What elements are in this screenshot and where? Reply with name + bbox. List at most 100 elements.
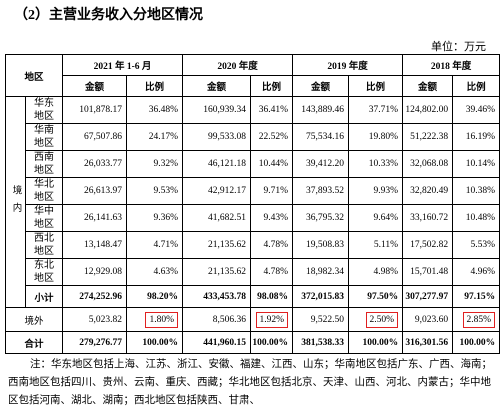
highlight-box: 1.80% [145,311,179,328]
table-row: 金额 比例 金额 比例 金额 比例 金额 比例 [6,75,500,97]
table-cell: 华南地区 [24,123,64,151]
table-cell: 10.33% [348,150,404,178]
table-cell: 21,135.62 [182,231,252,259]
table-cell: 4.63% [126,258,184,286]
table-cell: 10.44% [250,150,294,178]
table-cell: 16.19% [452,123,500,151]
table-cell: 36,795.32 [292,204,350,232]
table-cell: 433,453.78 [182,285,252,308]
table-row: 华南地区 67,507.86 24.17% 99,533.08 22.52% 75,534… [6,123,500,151]
table-cell: 9.64% [348,204,404,232]
table-cell: 1.92% [250,307,294,332]
highlight-box: 2.85% [462,311,496,328]
table-cell: 279,276.77 [62,331,128,354]
table-row: 小计 274,252.96 98.20% 433,453.78 98.08% 372,01… [6,285,500,308]
table-cell: 36.48% [126,96,184,124]
table-cell: 26,141.63 [62,204,128,232]
table-cell: 华中地区 [24,204,64,232]
table-cell: 98.20% [126,285,184,308]
table-cell: 4.96% [452,258,500,286]
table-cell: 华北地区 [24,177,64,205]
table-cell: 37,893.52 [292,177,350,205]
table-cell: 西北地区 [24,231,64,259]
table-cell: 39.46% [452,96,500,124]
table-cell: 华东地区 [24,96,64,124]
table-cell: 36.41% [250,96,294,124]
table-cell: 合计 [4,331,64,354]
table-cell: 97.50% [348,285,404,308]
table-cell: 12,929.08 [62,258,128,286]
unit: 单位：万元 [431,41,486,53]
table-cell: 东北地区 [24,258,64,286]
table-cell: 160,939.34 [182,96,252,124]
table-cell: 26,613.97 [62,177,128,205]
table-cell: 18,982.34 [292,258,350,286]
table-cell: 地区 [4,54,64,97]
table-cell: 39,412.20 [292,150,350,178]
table-cell: 99,533.08 [182,123,252,151]
table-cell: 274,252.96 [62,285,128,308]
highlight-box: 1.92% [255,311,289,328]
table-cell: 100.00% [348,331,404,354]
table-cell: 22.52% [250,123,294,151]
table-row: 合计 279,276.77 100.00% 441,960.15 100.00% 381,… [4,331,500,354]
table-cell: 10.14% [452,150,500,178]
table-cell: 37.71% [348,96,404,124]
table-cell: 境内 [5,96,26,308]
table-cell: 10.48% [452,204,500,232]
table-cell: 67,507.86 [62,123,128,151]
table-cell: 比例 [452,75,500,97]
table-cell: 比例 [250,75,294,97]
table-cell: 21,135.62 [182,258,252,286]
table-cell: 2.85% [452,307,500,332]
table-cell: 4.78% [250,258,294,286]
table-cell: 4.98% [348,258,404,286]
table-cell: 9,023.60 [402,307,454,332]
table-cell: 9.93% [348,177,404,205]
table-cell: 金额 [292,75,350,97]
table-cell: 100.00% [250,331,294,354]
table-cell: 75,534.16 [292,123,350,151]
table-cell: 41,682.51 [182,204,252,232]
table-cell: 金额 [182,75,252,97]
table-cell: 13,148.47 [62,231,128,259]
table-row: 西北地区 13,148.47 4.71% 21,135.62 4.78% 19,508.8… [6,231,500,259]
table-cell: 372,015.83 [292,285,350,308]
table-cell: 143,889.46 [292,96,350,124]
table-cell: 9,522.50 [292,307,350,332]
table-cell: 4.78% [250,231,294,259]
table-cell: 46,121.18 [182,150,252,178]
table-row: 境内 华东地区 101,878.17 36.48% 160,939.34 36.41% 14… [5,96,500,308]
table-cell: 124,802.00 [402,96,454,124]
table-cell: 2020 年度 [182,54,294,76]
table-cell: 9.36% [126,204,184,232]
table-cell: 2018 年度 [402,54,500,76]
highlight-box: 2.50% [365,311,399,328]
table-row: 西南地区 26,033.77 9.32% 46,121.18 10.44% 39,412.… [6,150,500,178]
table-cell: 97.15% [452,285,500,308]
table-cell: 5.53% [452,231,500,259]
table-cell: 100.00% [452,331,500,354]
table-cell: 316,301.56 [402,331,454,354]
table-cell: 5,023.82 [62,307,128,332]
table-cell: 2.50% [348,307,404,332]
table-row: 华中地区 26,141.63 9.36% 41,682.51 9.43% 36,795.3… [6,204,500,232]
table-cell: 4.71% [126,231,184,259]
table-cell: 金额 [62,75,128,97]
table-cell: 金额 [402,75,454,97]
table-cell: 100.00% [126,331,184,354]
table-cell: 19,508.83 [292,231,350,259]
table-cell: 小计 [24,285,64,308]
table-cell: 441,960.15 [182,331,252,354]
table-cell: 9.71% [250,177,294,205]
table-cell: 5.11% [348,231,404,259]
table-cell: 15,701.48 [402,258,454,286]
table-row: 华北地区 26,613.97 9.53% 42,912.17 9.71% 37,893.5… [6,177,500,205]
table-cell: 33,160.72 [402,204,454,232]
title: （2）主营业务收入分地区情况 [14,8,203,23]
table-cell: 381,538.33 [292,331,350,354]
note: 注：华东地区包括上海、江苏、浙江、安徽、福建、江西、山东；华南地区包括广东、广西… [8,359,492,406]
table-cell: 42,912.17 [182,177,252,205]
table-cell: 1.80% [126,307,184,332]
